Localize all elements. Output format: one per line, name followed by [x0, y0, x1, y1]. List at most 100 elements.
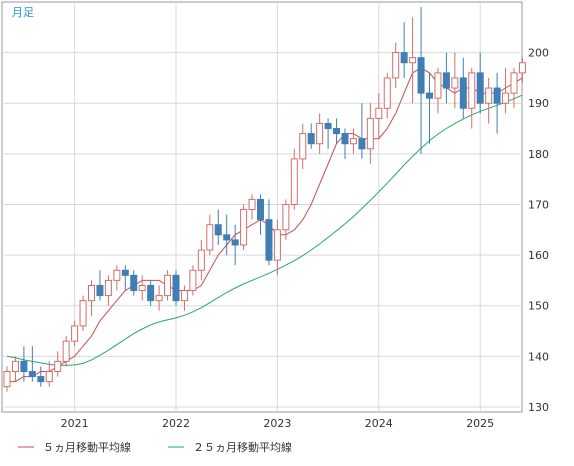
candle	[79, 295, 87, 332]
candle-body	[502, 92, 510, 104]
candle-body	[451, 77, 459, 89]
candle-body	[121, 269, 129, 276]
candle	[400, 22, 408, 78]
candle-body	[113, 269, 121, 281]
candle	[392, 42, 400, 89]
candle-body	[434, 72, 442, 99]
y-tick-label: 140	[528, 350, 549, 363]
candle-body	[231, 239, 239, 246]
candle-body	[459, 77, 467, 109]
candle	[172, 270, 180, 306]
candles	[3, 7, 526, 392]
candle-body	[400, 52, 408, 64]
candle	[485, 77, 493, 124]
candle	[366, 103, 374, 164]
candle	[113, 265, 121, 291]
candle	[383, 72, 391, 119]
candle-body	[155, 295, 163, 302]
candle-body	[426, 92, 433, 99]
candle-body	[147, 284, 155, 302]
candle	[121, 265, 129, 291]
x-tick-label: 2021	[61, 417, 89, 430]
candle-body	[307, 133, 315, 145]
candle-body	[273, 229, 281, 261]
candle	[240, 204, 248, 251]
candle	[518, 57, 526, 83]
candle-body	[349, 138, 357, 145]
candle-body	[248, 198, 256, 211]
x-axis-labels: 2021 2022 2023 2024 2025	[61, 417, 495, 430]
ma25-line	[6, 94, 523, 366]
y-axis-labels: 130 140 150 160 170 180 190 200	[528, 47, 549, 414]
candle	[180, 285, 188, 311]
candle	[62, 336, 70, 367]
candle	[349, 128, 357, 154]
candle	[3, 366, 11, 392]
candle	[71, 320, 79, 347]
candle	[45, 361, 53, 387]
candle-body	[71, 325, 79, 342]
x-tick-label: 2025	[466, 417, 494, 430]
candle	[206, 214, 214, 256]
candle	[138, 275, 146, 301]
candle-body	[316, 122, 324, 145]
candle	[54, 351, 62, 377]
candle-body	[172, 274, 180, 302]
candle	[223, 214, 231, 256]
y-tick-label: 190	[528, 97, 549, 110]
candle	[409, 17, 417, 104]
candle-body	[468, 72, 476, 109]
candle-body	[138, 284, 146, 292]
candle	[214, 209, 222, 245]
y-tick-label: 180	[528, 148, 549, 161]
candle	[510, 67, 518, 109]
candle	[333, 118, 341, 144]
candle-body	[366, 117, 374, 150]
candle	[316, 113, 324, 154]
candle-body	[214, 224, 222, 236]
candle-body	[54, 360, 62, 373]
candle	[299, 123, 307, 170]
candle-body	[333, 128, 341, 135]
candle-body	[417, 57, 425, 94]
candle	[442, 52, 450, 104]
candle-body	[20, 360, 28, 373]
y-tick-label: 130	[528, 401, 549, 414]
candle	[155, 285, 163, 311]
candle-body	[282, 203, 290, 231]
candle	[28, 346, 36, 382]
candle-body	[409, 57, 417, 64]
candle	[88, 280, 95, 316]
candle-body	[240, 209, 248, 246]
candle	[11, 356, 19, 382]
legend-label: ５ヵ月移動平均線	[43, 440, 131, 454]
candle-body	[358, 138, 366, 150]
candle-body	[180, 290, 188, 302]
candle	[358, 103, 366, 159]
candle-body	[324, 122, 332, 130]
candle-body	[11, 360, 19, 373]
candle	[375, 93, 383, 139]
candle	[231, 224, 239, 266]
candle-body	[104, 279, 112, 297]
legend: ５ヵ月移動平均線 ２５ヵ月移動平均線	[18, 440, 292, 454]
candle	[189, 265, 197, 296]
candle	[459, 57, 467, 119]
candle-body	[37, 376, 45, 383]
candle	[96, 270, 104, 301]
candle-body	[206, 224, 214, 251]
candle-body	[442, 72, 450, 89]
legend-label: ２５ヵ月移動平均線	[193, 440, 292, 454]
candle	[341, 128, 349, 159]
candle-body	[485, 87, 493, 104]
candle	[426, 72, 433, 144]
candle	[468, 67, 476, 129]
candle-body	[223, 234, 231, 241]
candle-body	[265, 219, 273, 261]
candle	[451, 52, 459, 109]
candle-body	[493, 87, 501, 104]
candle-body	[130, 274, 138, 292]
candle-body	[28, 371, 36, 378]
candle	[37, 366, 45, 387]
